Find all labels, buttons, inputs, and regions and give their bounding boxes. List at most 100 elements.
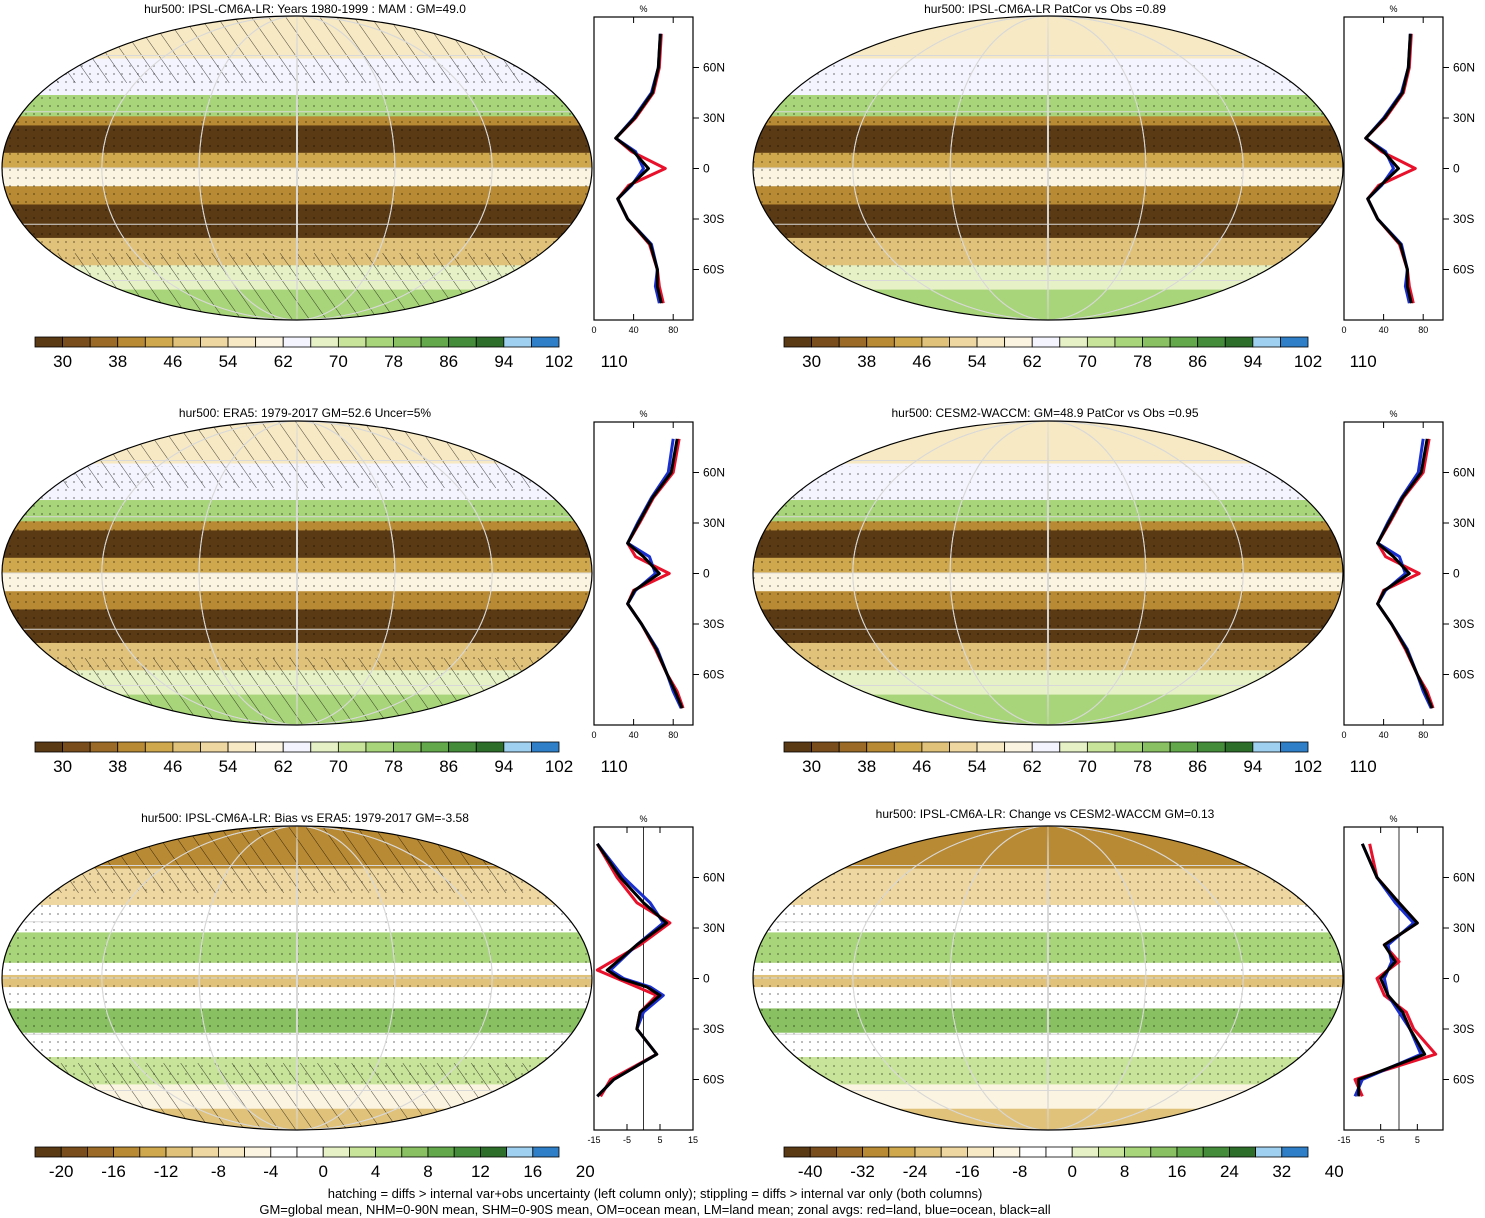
colorbar-label: 46	[163, 757, 182, 776]
colorbar-swatch	[783, 741, 812, 753]
colorbar-swatch	[310, 336, 339, 348]
colorbar-swatch	[1255, 1146, 1283, 1158]
map-outline	[1, 15, 593, 321]
zonal-series-all	[1357, 843, 1427, 1097]
colorbar-swatch	[1169, 741, 1199, 753]
graticule-meridian	[949, 16, 1147, 320]
colorbar-swatch	[506, 1146, 534, 1158]
panel-title-3: hur500: ERA5: 1979-2017 GM=52.6 Uncer=5%	[178, 406, 432, 420]
colorbar-swatch	[479, 1146, 507, 1158]
x-tick-label: 40	[1379, 730, 1389, 740]
colorbar-swatch	[144, 741, 174, 753]
x-tick-label: 40	[629, 730, 639, 740]
colorbar-swatch	[866, 336, 895, 348]
zonal-plot-3: 60N 30N 0 30S 60S% 0 40 80	[591, 409, 725, 740]
x-tick-label: 80	[668, 325, 678, 335]
colorbar-swatch	[809, 1146, 837, 1158]
zonal-plot-5: 60N 30N 0 30S 60S% -15 -5 5 15	[587, 814, 725, 1145]
lat-tick-label: 60S	[1453, 263, 1474, 277]
colorbar-label: 86	[1188, 352, 1207, 371]
colorbar-swatch	[1114, 741, 1143, 753]
colorbar-swatch	[1019, 1146, 1047, 1158]
colorbar-swatch	[200, 741, 229, 753]
graticule-meridian	[198, 826, 396, 1130]
colorbar-swatch	[1224, 336, 1254, 348]
colorbar-label: 32	[1272, 1162, 1291, 1181]
map-panel-3	[1, 420, 593, 726]
colorbar-label: 102	[1294, 352, 1322, 371]
x-tick-label: 40	[1379, 325, 1389, 335]
lat-tick-label: 30N	[703, 111, 725, 125]
lat-tick-label: 30S	[703, 212, 724, 226]
colorbar-swatch	[1197, 741, 1226, 753]
colorbar-swatch	[1086, 336, 1116, 348]
colorbar-swatch	[62, 741, 91, 753]
lat-tick-label: 30N	[703, 516, 725, 530]
colorbar-swatch	[940, 1146, 968, 1158]
colorbar-swatch	[420, 336, 450, 348]
colorbar-label: 38	[108, 352, 127, 371]
graticule-meridian	[198, 16, 396, 320]
colorbar-swatch	[1280, 336, 1309, 348]
colorbar-swatch	[113, 1146, 141, 1158]
colorbar-label: 8	[1120, 1162, 1129, 1181]
colorbar-label: -8	[211, 1162, 226, 1181]
panel-title-2: hur500: IPSL-CM6A-LR PatCor vs Obs =0.89	[924, 2, 1166, 16]
colorbar-swatch	[1281, 1146, 1309, 1158]
map-outline	[1, 420, 593, 726]
footer-note-1: hatching = diffs > internal var+obs unce…	[327, 1186, 983, 1201]
graticule-meridian	[296, 16, 298, 320]
x-tick-label: 15	[688, 1135, 698, 1145]
x-tick-label: -5	[1377, 1135, 1385, 1145]
colorbar-swatch	[348, 1146, 376, 1158]
zonal-series-all	[626, 438, 684, 709]
colorbar-swatch	[862, 1146, 890, 1158]
map-outline	[752, 420, 1344, 726]
colorbar-swatch	[503, 336, 532, 348]
graticule-meridian	[101, 421, 493, 725]
lat-tick-label: 30S	[703, 617, 724, 631]
x-tick-label: -15	[587, 1135, 600, 1145]
graticule-meridian	[1047, 16, 1049, 320]
x-tick-label: -5	[623, 1135, 631, 1145]
lat-tick-label: 30S	[703, 1022, 724, 1036]
colorbar-label: 94	[494, 757, 513, 776]
map-panel-4	[752, 420, 1344, 726]
colorbar-swatch	[282, 336, 312, 348]
graticule-meridian	[101, 16, 493, 320]
colorbar-label: -12	[154, 1162, 179, 1181]
colorbar-label: -16	[955, 1162, 980, 1181]
map-panel-6	[752, 825, 1344, 1131]
colorbar-swatch	[255, 336, 284, 348]
lat-tick-label: 30N	[1453, 111, 1475, 125]
lat-tick-label: 60S	[1453, 1073, 1474, 1087]
colorbar-swatch	[1114, 336, 1143, 348]
lat-tick-label: 60S	[703, 263, 724, 277]
x-tick-label: -15	[1337, 1135, 1350, 1145]
zonal-series-all	[596, 842, 669, 1098]
graticule-meridian	[852, 16, 1244, 320]
panel-title-4: hur500: CESM2-WACCM: GM=48.9 PatCor vs O…	[891, 406, 1199, 420]
colorbar-swatch	[375, 1146, 403, 1158]
colorbar-swatch	[139, 1146, 167, 1158]
lat-tick-label: 60S	[1453, 668, 1474, 682]
colorbar-swatch	[531, 741, 560, 753]
map-outline	[1, 825, 593, 1131]
colorbar-swatch	[976, 336, 1006, 348]
colorbar-swatch	[296, 1146, 324, 1158]
colorbar-6: -40 -32 -24 -16 -8 0 8 16 24 32 40	[783, 1146, 1344, 1181]
panel-title-6: hur500: IPSL-CM6A-LR: Change vs CESM2-WA…	[875, 807, 1215, 821]
colorbar-label: 110	[601, 757, 628, 776]
colorbar-swatch	[365, 336, 394, 348]
colorbar-swatch	[1031, 741, 1061, 753]
lat-tick-label: 0	[703, 162, 710, 176]
colorbar-swatch	[967, 1146, 995, 1158]
x-tick-label: 5	[657, 1135, 662, 1145]
colorbar-3: 30 38 46 54 62 70 78 86 94 102 110	[34, 741, 628, 776]
colorbar-swatch	[427, 1146, 455, 1158]
graticule-meridian	[1047, 826, 1049, 1130]
colorbar-swatch	[811, 741, 840, 753]
colorbar-swatch	[1169, 336, 1199, 348]
map-outline	[752, 825, 1344, 1131]
